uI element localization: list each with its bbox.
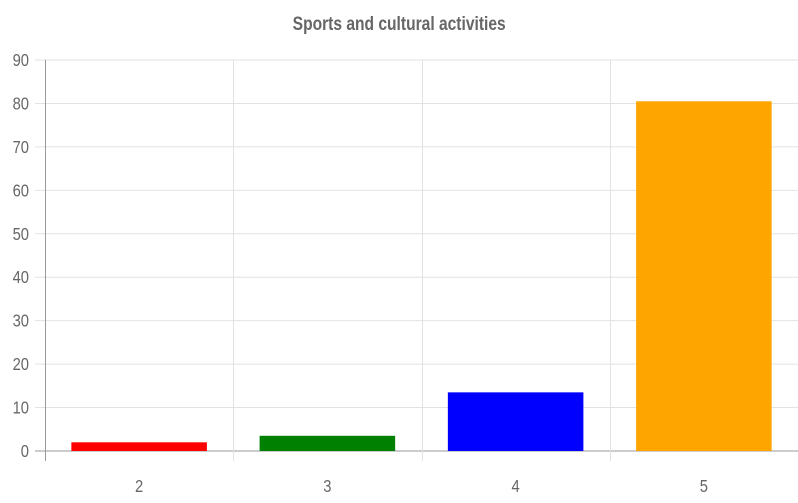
chart-title: Sports and cultural activities [292,14,506,35]
y-tick-label: 90 [13,51,29,71]
x-tick-label: 4 [512,477,520,497]
bar-2 [71,442,207,451]
y-tick-label: 0 [21,442,29,462]
x-tick-label: 2 [135,477,143,497]
x-tick-label: 3 [323,477,331,497]
y-tick-label: 30 [13,311,29,331]
y-tick-label: 50 [13,224,29,244]
y-tick-label: 80 [13,94,29,114]
bar-4 [447,392,584,451]
y-tick-label: 20 [13,355,29,375]
bar-3 [259,435,396,451]
y-tick-label: 70 [13,138,29,158]
bar-5 [636,101,772,452]
y-tick-label: 10 [13,398,29,418]
x-tick-label: 5 [700,477,708,497]
y-tick-label: 60 [13,181,29,201]
y-tick-label: 40 [13,268,29,288]
